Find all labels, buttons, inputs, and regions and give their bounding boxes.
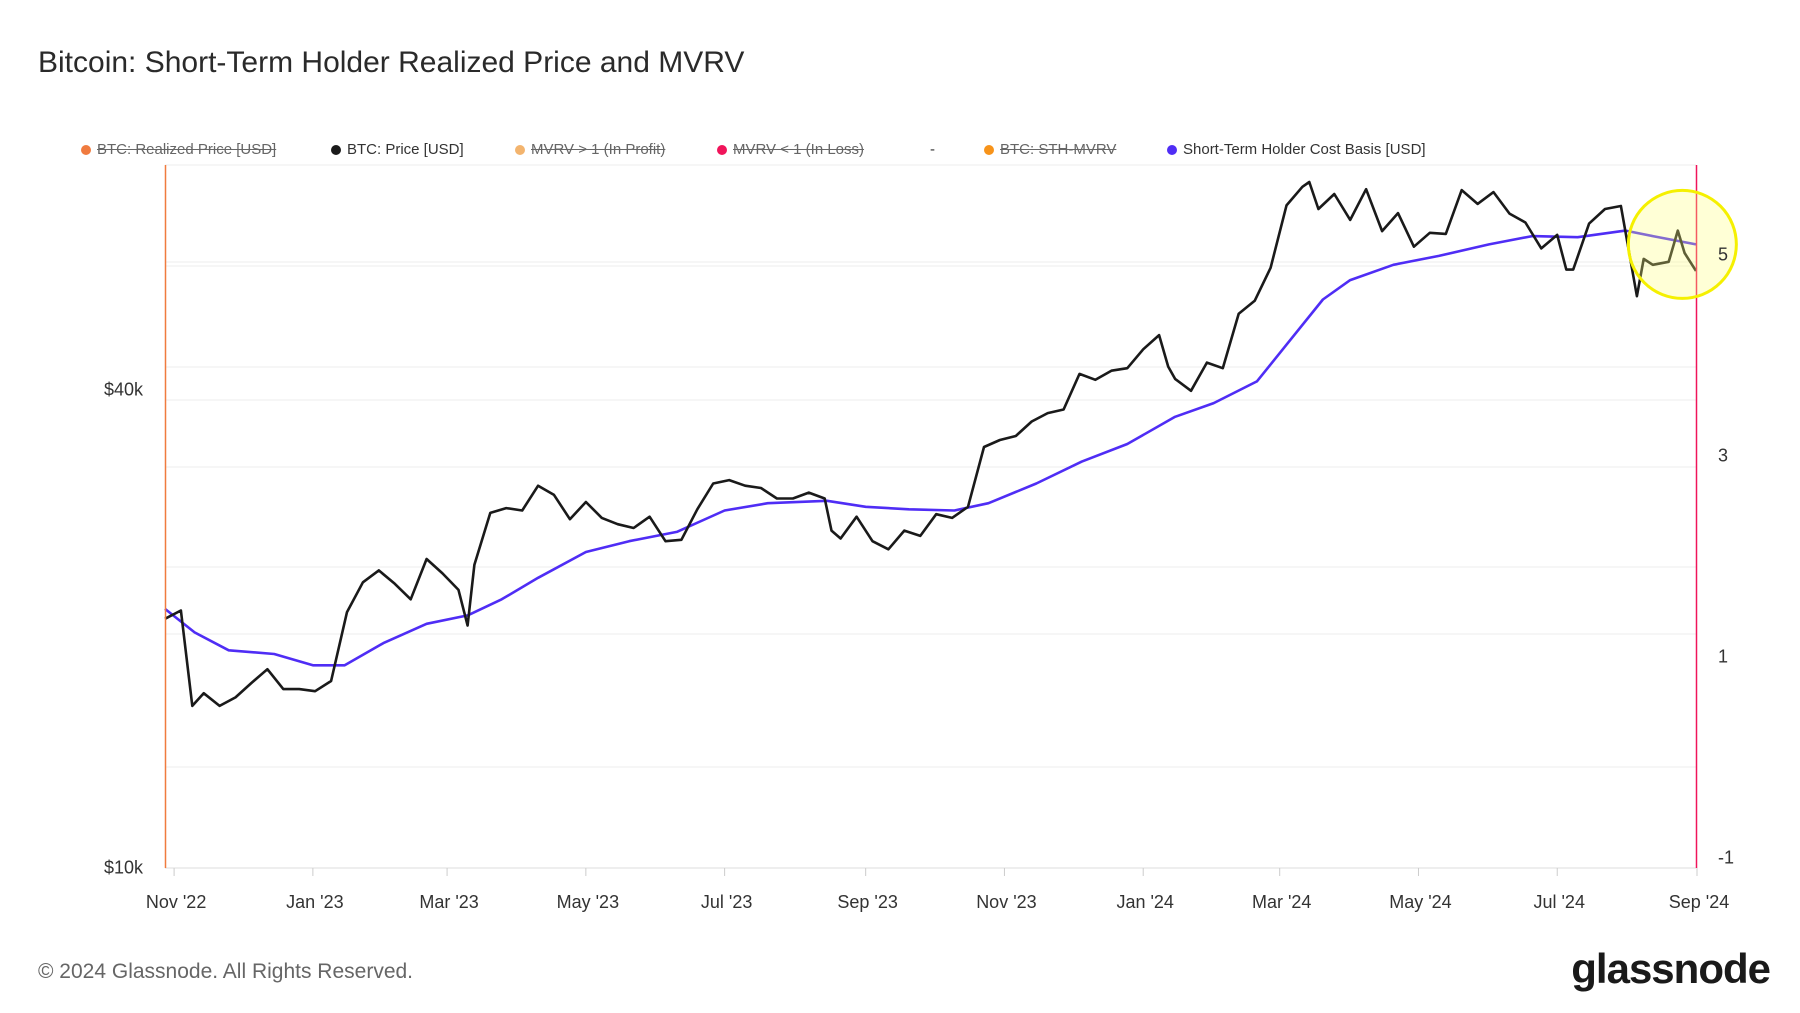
btc-price-line — [164, 180, 1698, 708]
x-tick-label: Mar '24 — [1251, 892, 1312, 912]
legend-dot-icon — [984, 144, 994, 155]
x-tick-label: Jul '23 — [700, 892, 753, 912]
legend-dot-icon — [331, 144, 341, 155]
y-right-tick-label: 5 — [1718, 244, 1729, 265]
copyright-footer: © 2024 Glassnode. All Rights Reserved. — [38, 960, 414, 983]
legend-separator: - — [930, 141, 935, 158]
x-tick-label: Sep '23 — [837, 892, 898, 912]
legend-label: BTC: Realized Price [USD] — [97, 141, 277, 158]
legend-item-btc-price[interactable]: BTC: Price [USD] — [331, 141, 464, 158]
legend-dot-icon — [1167, 144, 1177, 155]
x-tick-label: Jul '24 — [1533, 892, 1585, 912]
legend-dot-icon — [717, 144, 727, 155]
legend-item-sth-mvrv[interactable]: BTC: STH-MVRV — [984, 141, 1116, 158]
x-tick-label: Jan '24 — [1116, 892, 1174, 912]
x-tick-label: Mar '23 — [419, 892, 479, 912]
x-tick-label: May '24 — [1389, 892, 1452, 912]
x-tick-label: Nov '23 — [976, 892, 1037, 912]
x-tick-label: Nov '22 — [145, 892, 207, 912]
legend-label: BTC: Price [USD] — [347, 141, 464, 158]
legend-item-mvrv-loss[interactable]: MVRV < 1 (In Loss) — [717, 141, 864, 158]
gridlines — [165, 164, 1696, 869]
y-left-tick-label: $40k — [103, 379, 143, 400]
y-right-tick-label: 3 — [1718, 445, 1729, 466]
legend-label: MVRV > 1 (In Profit) — [531, 141, 666, 158]
y-right-tick-label: -1 — [1718, 847, 1735, 868]
legend-dot-icon — [515, 144, 525, 155]
legend-item-realized-price[interactable]: BTC: Realized Price [USD] — [81, 141, 276, 158]
y-right-tick-label: 1 — [1718, 646, 1729, 667]
legend-dot-icon — [81, 144, 91, 155]
legend-item-mvrv-profit[interactable]: MVRV > 1 (In Profit) — [515, 141, 665, 158]
x-tick-label: Jan '23 — [286, 892, 344, 912]
x-tick-label: May '23 — [556, 892, 620, 912]
legend-item-sth-cost-basis[interactable]: Short-Term Holder Cost Basis [USD] — [1167, 141, 1426, 158]
glassnode-logo: glassnode — [1571, 945, 1771, 992]
y-left-tick-label: $10k — [103, 857, 143, 878]
legend-label: MVRV < 1 (In Loss) — [733, 141, 865, 158]
chart-title: Bitcoin: Short-Term Holder Realized Pric… — [38, 46, 745, 79]
legend-label: Short-Term Holder Cost Basis [USD] — [1183, 141, 1426, 158]
sth-cost-basis-line — [164, 229, 1697, 667]
legend-label: BTC: STH-MVRV — [1000, 141, 1117, 158]
highlight-circle — [1626, 188, 1738, 300]
x-tick-label: Sep '24 — [1668, 892, 1730, 912]
